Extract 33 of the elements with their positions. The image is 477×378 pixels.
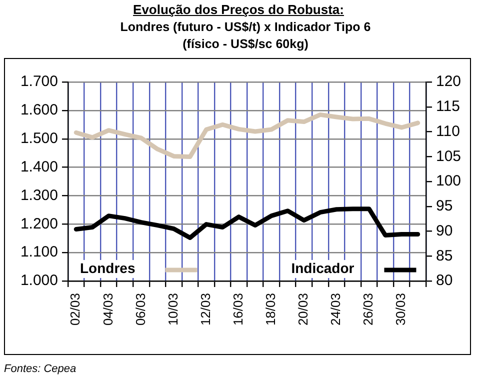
x-tick-label: 10/03	[165, 293, 180, 326]
y-tick-label: 1.700	[20, 73, 58, 90]
x-tick-label: 02/03	[68, 293, 83, 326]
y-tick-label: 1.100	[20, 244, 58, 261]
y2-tick-label: 90	[436, 222, 453, 240]
y-tick-label: 1.400	[20, 158, 58, 176]
y-tick-label: 1.300	[20, 186, 58, 204]
x-tick-label: 06/03	[132, 293, 148, 326]
x-tick-label: 16/03	[230, 293, 246, 326]
y-tick-label: 1.200	[20, 215, 58, 232]
x-tick-label: 26/03	[360, 293, 376, 326]
chart-subtitle: Londres (futuro - US$/t) x Indicador Tipo 6 (físico - US$/sc 60kg)	[119, 19, 372, 53]
x-tick-label: 18/03	[262, 293, 278, 326]
x-tick-label: 04/03	[100, 293, 116, 326]
y2-tick-label: 100	[436, 172, 462, 190]
y2-tick-label: 85	[436, 247, 453, 264]
y2-tick-label: 115	[436, 98, 460, 116]
y2-tick-label: 110	[436, 122, 460, 140]
text: Fontes: Cepea	[4, 363, 76, 375]
y-tick-label: 1.000	[20, 272, 58, 290]
legend-label: Londres	[80, 260, 136, 276]
y2-tick-label: 105	[436, 148, 462, 165]
y-tick-label: 1.600	[20, 102, 58, 119]
y-tick-label: 1.500	[20, 130, 58, 147]
x-tick-label: 12/03	[198, 293, 213, 326]
y2-tick-label: 80	[436, 272, 453, 290]
x-tick-label: 30/03	[393, 293, 408, 326]
x-tick-label: 20/03	[296, 293, 311, 326]
x-tick-label: 24/03	[328, 293, 344, 326]
y2-tick-label: 95	[436, 198, 453, 215]
y2-tick-label: 120	[436, 73, 462, 90]
legend-label: Indicador	[291, 260, 355, 276]
chart-title: Evolução dos Preços do Robusta:	[132, 2, 345, 17]
